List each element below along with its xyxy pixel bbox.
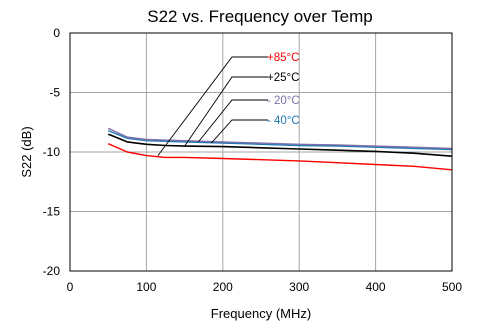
series-line-40-c [107,129,453,151]
x-axis-label: Frequency (MHz) [211,306,311,321]
series-line-85-c [107,143,453,171]
legend-label-20-c: - 20°C [267,95,300,107]
legend-label-85-c: +85°C [267,52,299,64]
y-axis-label: S22 (dB) [19,126,34,177]
legend-leader-40-c [210,119,268,144]
plot-area-frame [69,32,453,272]
legend-leader-lines [157,56,268,156]
x-tick-label: 100 [136,280,156,294]
chart-title: S22 vs. Frequency over Temp [147,7,373,26]
x-tick-label: 400 [366,280,386,294]
legend: +85°C +25°C - 20°C - 40°C [267,52,300,127]
x-tick-label: 500 [442,280,462,294]
grid-lines [70,33,452,271]
legend-label-25-c: +25°C [267,72,299,84]
legend-leader-20-c [198,99,268,143]
legend-label-40-c: - 40°C [267,115,300,127]
series-line-20-c [107,127,453,150]
x-tick-label: 0 [67,280,74,294]
legend-leader-25-c [184,76,268,147]
x-tick-label: 200 [213,280,233,294]
legend-leader-85-c [157,56,268,156]
x-tick-label: 300 [289,280,309,294]
y-tick-label: -15 [43,205,61,219]
y-tick-label: 0 [53,26,60,40]
y-tick-label: -20 [43,264,61,278]
series-line-25-c [107,133,453,157]
y-tick-label: -10 [43,145,61,159]
y-tick-label: -5 [49,86,60,100]
axis-ticks: 0 100 200 300 400 500 0 -5 -10 -15 -20 [43,26,463,294]
series-lines [107,127,453,171]
